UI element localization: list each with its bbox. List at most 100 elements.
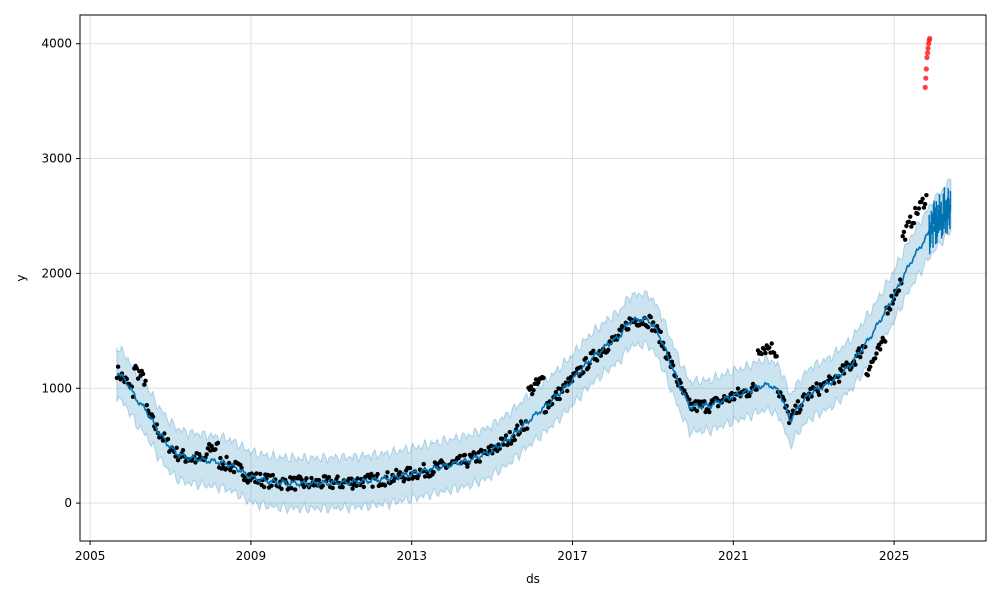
observed-point <box>289 486 294 491</box>
observed-point <box>774 354 779 359</box>
observed-point <box>795 399 801 404</box>
observed-point <box>505 442 510 448</box>
observed-point <box>885 311 890 316</box>
y-tick-label: 1000 <box>41 381 72 395</box>
y-axis-ticks: 0 1000 2000 3000 4000 <box>41 37 80 510</box>
observed-point <box>503 433 509 438</box>
observed-point <box>909 224 914 229</box>
observed-point <box>330 485 335 491</box>
x-tick-label: 2017 <box>557 549 588 563</box>
uncertainty-interval <box>116 178 952 516</box>
outlier-point <box>925 45 931 51</box>
observed-point <box>908 214 913 219</box>
observed-point <box>924 193 929 198</box>
observed-point <box>140 371 146 377</box>
observed-point <box>586 365 591 370</box>
observed-point <box>729 390 734 396</box>
observed-point <box>204 452 209 457</box>
observed-point <box>583 356 589 361</box>
plot-area-frame <box>79 14 987 542</box>
observed-point <box>533 377 539 382</box>
observed-point <box>767 345 772 350</box>
observed-point <box>304 476 309 481</box>
observed-point <box>375 471 380 477</box>
observed-point <box>915 211 920 216</box>
observed-point <box>340 485 345 490</box>
observed-point <box>904 223 909 229</box>
observed-point <box>477 459 482 464</box>
outlier-point <box>922 84 928 90</box>
observed-point <box>901 229 907 235</box>
observed-point <box>270 472 275 478</box>
observed-point <box>525 426 530 431</box>
y-tick-label: 4000 <box>41 37 72 51</box>
observed-point <box>651 320 656 325</box>
observed-point <box>512 437 517 443</box>
observed-point <box>465 464 470 469</box>
observed-point <box>763 350 768 356</box>
observed-point <box>385 470 390 475</box>
observed-point <box>921 205 927 210</box>
observed-point <box>637 322 642 328</box>
outlier-point <box>923 75 929 81</box>
x-axis-ticks: 2005 2009 2013 2017 2021 2025 <box>75 541 910 563</box>
y-axis-title: y <box>14 274 28 281</box>
outlier-point <box>924 54 930 61</box>
observed-point <box>920 196 925 201</box>
observed-point <box>874 351 879 356</box>
observed-point <box>762 347 767 352</box>
observed-point <box>888 307 893 312</box>
observed-point <box>903 237 908 242</box>
observed-point <box>553 390 559 395</box>
observed-point <box>197 452 202 457</box>
observed-point <box>134 366 139 371</box>
x-tick-label: 2025 <box>879 549 910 563</box>
observed-point <box>174 445 179 450</box>
observed-point <box>213 447 218 452</box>
observed-point <box>258 471 263 477</box>
observed-point <box>226 460 232 466</box>
observed-point <box>896 288 902 293</box>
observed-point <box>165 436 171 442</box>
observed-point <box>759 351 764 357</box>
observed-point <box>900 234 905 239</box>
forecast-line <box>116 204 952 489</box>
observed-point <box>658 329 663 334</box>
observed-point <box>816 392 822 397</box>
observed-point <box>747 393 752 399</box>
y-tick-label: 2000 <box>41 266 72 280</box>
observed-point <box>530 391 535 397</box>
observed-point <box>224 454 229 460</box>
observed-point <box>254 471 259 476</box>
observed-point <box>142 382 147 387</box>
observed-point <box>646 325 651 330</box>
observed-point <box>581 370 586 375</box>
observed-point <box>654 323 660 329</box>
observed-point <box>678 380 683 385</box>
observed-point <box>350 486 355 491</box>
observed-point <box>382 483 388 488</box>
observed-point <box>143 378 148 383</box>
observed-point <box>836 379 842 384</box>
observed-point <box>911 220 917 226</box>
observed-point <box>115 364 121 369</box>
observed-point <box>421 461 426 467</box>
observed-point <box>715 404 721 409</box>
observed-point <box>853 362 858 367</box>
observed-point <box>606 347 611 353</box>
y-tick-label: 3000 <box>41 152 72 166</box>
x-axis-title: ds <box>526 572 540 586</box>
x-tick-label: 2009 <box>236 549 267 563</box>
observed-point <box>868 364 873 369</box>
observed-point <box>144 403 149 408</box>
observed-point <box>531 387 536 393</box>
observed-point <box>261 484 267 490</box>
observed-point <box>536 380 541 385</box>
observed-point <box>422 474 428 479</box>
observed-point <box>457 453 463 459</box>
observed-point <box>772 350 777 356</box>
observed-point <box>269 483 274 488</box>
observed-point <box>228 468 233 473</box>
